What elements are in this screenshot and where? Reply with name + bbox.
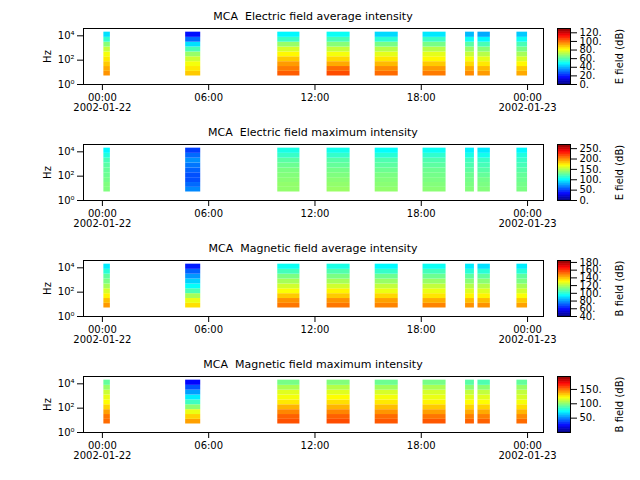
svg-text:100.: 100. (579, 287, 602, 299)
svg-text:10⁴: 10⁴ (58, 262, 75, 273)
html-text:MCA Electric field average int: MCA Electric field average intensity (213, 10, 413, 23)
svg-text:200.: 200. (580, 153, 602, 164)
html-text:MCA Magnetic field maximum int: MCA Magnetic field maximum intensity (203, 358, 423, 371)
svg-text:06:00: 06:00 (194, 208, 223, 219)
svg-text:06:00: 06:00 (194, 440, 223, 451)
svg-text:E field (dB): E field (dB) (614, 29, 625, 84)
svg-text:50.: 50. (580, 184, 596, 195)
svg-text:06:00: 06:00 (194, 324, 223, 335)
svg-text:Hz: Hz (42, 50, 53, 63)
html-text:MCA Electric field maximum int: MCA Electric field maximum intensity (208, 126, 418, 139)
svg-text:18:00: 18:00 (407, 92, 436, 103)
svg-text:00:002002-01-23: 00:002002-01-23 (498, 92, 556, 113)
svg-text:140.: 140. (579, 272, 602, 284)
svg-text:0.: 0. (580, 195, 590, 206)
svg-text:250.: 250. (580, 143, 602, 154)
svg-text:00:002002-01-23: 00:002002-01-23 (498, 440, 556, 461)
svg-text:Hz: Hz (42, 398, 53, 411)
svg-text:10⁴: 10⁴ (58, 30, 75, 41)
svg-text:10²: 10² (58, 402, 75, 413)
svg-text:00:002002-01-23: 00:002002-01-23 (498, 324, 556, 345)
svg-text:00:002002-01-22: 00:002002-01-22 (73, 440, 131, 461)
svg-text:80.: 80. (579, 295, 596, 307)
svg-text:50.: 50. (580, 412, 596, 423)
svg-text:18:00: 18:00 (407, 324, 436, 335)
svg-text:60.: 60. (579, 52, 596, 64)
svg-text:100.: 100. (579, 35, 602, 47)
svg-text:160.: 160. (579, 264, 602, 276)
svg-text:12:00: 12:00 (301, 440, 330, 451)
svg-text:Hz: Hz (42, 166, 53, 179)
svg-text:150.: 150. (580, 384, 602, 395)
svg-text:00:002002-01-23: 00:002002-01-23 (498, 208, 556, 229)
svg-text:150.: 150. (580, 164, 602, 175)
svg-text:06:00: 06:00 (194, 92, 223, 103)
svg-text:00:002002-01-22: 00:002002-01-22 (73, 324, 131, 345)
svg-text:B field (dB): B field (dB) (614, 377, 625, 433)
svg-text:00:002002-01-22: 00:002002-01-22 (73, 92, 131, 113)
svg-text:00:002002-01-22: 00:002002-01-22 (73, 208, 131, 229)
svg-text:10⁴: 10⁴ (58, 378, 75, 389)
svg-text:10⁴: 10⁴ (58, 146, 75, 157)
svg-text:10²: 10² (58, 286, 75, 297)
svg-text:10²: 10² (58, 54, 75, 65)
svg-text:10⁰: 10⁰ (58, 79, 75, 90)
svg-text:10²: 10² (58, 170, 75, 181)
svg-text:Hz: Hz (42, 282, 53, 295)
svg-text:B field (dB): B field (dB) (614, 261, 625, 317)
svg-text:120.: 120. (579, 279, 602, 291)
svg-text:10⁰: 10⁰ (58, 195, 75, 206)
svg-text:10⁰: 10⁰ (58, 311, 75, 322)
svg-text:0.: 0. (579, 78, 589, 90)
svg-text:12:00: 12:00 (301, 208, 330, 219)
svg-text:180.: 180. (580, 257, 602, 268)
html-text:MCA Magnetic field average int: MCA Magnetic field average intensity (208, 242, 418, 255)
svg-text:100.: 100. (580, 174, 602, 185)
svg-text:40.: 40. (579, 61, 596, 73)
svg-text:12:00: 12:00 (301, 324, 330, 335)
svg-text:12:00: 12:00 (301, 92, 330, 103)
svg-text:18:00: 18:00 (407, 208, 436, 219)
svg-text:E field (dB): E field (dB) (614, 145, 625, 200)
svg-text:20.: 20. (579, 70, 596, 82)
svg-text:10⁰: 10⁰ (58, 427, 75, 438)
svg-text:80.: 80. (579, 44, 596, 56)
svg-text:40.: 40. (579, 310, 596, 322)
svg-text:18:00: 18:00 (407, 440, 436, 451)
svg-text:120.: 120. (580, 27, 602, 38)
svg-text:60.: 60. (579, 303, 596, 314)
svg-text:100.: 100. (580, 398, 602, 409)
